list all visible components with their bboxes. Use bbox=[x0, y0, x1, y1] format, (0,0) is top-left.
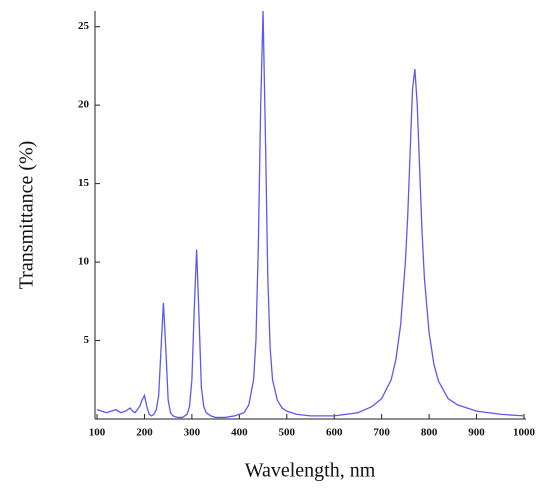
data-line bbox=[96, 10, 525, 419]
y-tick-label: 5 bbox=[84, 334, 90, 346]
x-tick-label: 200 bbox=[136, 427, 153, 439]
x-tick-label: 400 bbox=[231, 427, 248, 439]
y-tick-label: 20 bbox=[78, 99, 90, 111]
x-tick-label: 100 bbox=[89, 427, 106, 439]
x-tick-label: 700 bbox=[373, 427, 390, 439]
x-tick-label: 500 bbox=[279, 427, 296, 439]
y-axis-title: Transmittance (%) bbox=[16, 141, 38, 290]
y-tick-label: 25 bbox=[78, 20, 90, 32]
x-tick-label: 800 bbox=[421, 427, 438, 439]
x-tick-label: 300 bbox=[184, 427, 201, 439]
y-tick-label: 15 bbox=[78, 177, 90, 189]
x-tick-label: 1000 bbox=[513, 427, 536, 439]
x-tick-label: 900 bbox=[468, 427, 485, 439]
x-tick-label: 600 bbox=[326, 427, 343, 439]
y-tick-label: 10 bbox=[78, 256, 90, 268]
x-axis-title: Wavelength, nm bbox=[245, 460, 376, 482]
